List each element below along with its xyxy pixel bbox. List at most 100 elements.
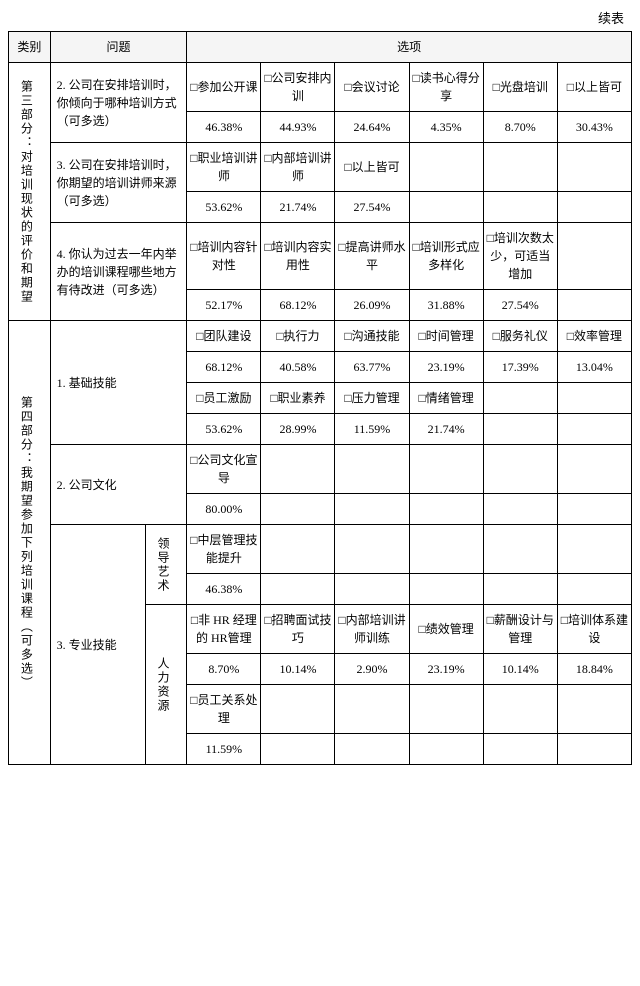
value-cell: 46.38%	[187, 574, 261, 605]
value-cell: 63.77%	[335, 352, 409, 383]
option-cell	[557, 383, 631, 414]
option-cell	[483, 383, 557, 414]
question-cell: 3. 专业技能	[50, 525, 145, 765]
option-cell: □内部培训讲师	[261, 143, 335, 192]
value-cell: 80.00%	[187, 494, 261, 525]
value-cell	[409, 734, 483, 765]
option-cell: □沟通技能	[335, 321, 409, 352]
value-cell	[483, 494, 557, 525]
header-category: 类别	[9, 32, 51, 63]
subgroup-cell: 领导艺术	[145, 525, 187, 605]
option-cell: □薪酬设计与管理	[483, 605, 557, 654]
value-cell: 23.19%	[409, 654, 483, 685]
option-cell	[409, 143, 483, 192]
value-cell: 8.70%	[187, 654, 261, 685]
question-cell: 2. 公司文化	[50, 445, 187, 525]
option-cell: □公司文化宣导	[187, 445, 261, 494]
value-cell	[409, 192, 483, 223]
header-question: 问题	[50, 32, 187, 63]
option-cell: □培训体系建设	[557, 605, 631, 654]
option-cell	[557, 525, 631, 574]
survey-table: 类别 问题 选项 第三部分：对培训现状的评价和期望 2. 公司在安排培训时，你倾…	[8, 31, 632, 765]
value-cell	[409, 494, 483, 525]
option-cell: □培训内容实用性	[261, 223, 335, 290]
option-cell: □培训形式应多样化	[409, 223, 483, 290]
value-cell: 13.04%	[557, 352, 631, 383]
value-cell: 40.58%	[261, 352, 335, 383]
option-cell: □团队建设	[187, 321, 261, 352]
option-cell: □员工关系处理	[187, 685, 261, 734]
option-cell	[483, 525, 557, 574]
option-cell: □招聘面试技巧	[261, 605, 335, 654]
category-cell: 第四部分：我期望参加下列培训课程（可多选）	[9, 321, 51, 765]
value-cell	[557, 192, 631, 223]
option-cell: □职业素养	[261, 383, 335, 414]
value-cell: 30.43%	[557, 112, 631, 143]
option-cell: □培训次数太少，可适当增加	[483, 223, 557, 290]
option-cell	[557, 143, 631, 192]
option-cell: □提高讲师水平	[335, 223, 409, 290]
option-cell: □执行力	[261, 321, 335, 352]
value-cell: 18.84%	[557, 654, 631, 685]
question-cell: 1. 基础技能	[50, 321, 187, 445]
option-cell: □参加公开课	[187, 63, 261, 112]
option-cell: □公司安排内训	[261, 63, 335, 112]
value-cell: 24.64%	[335, 112, 409, 143]
option-cell: □服务礼仪	[483, 321, 557, 352]
category-cell: 第三部分：对培训现状的评价和期望	[9, 63, 51, 321]
option-cell	[409, 445, 483, 494]
option-cell	[261, 445, 335, 494]
value-cell	[557, 414, 631, 445]
value-cell: 26.09%	[335, 290, 409, 321]
value-cell: 11.59%	[335, 414, 409, 445]
value-cell: 52.17%	[187, 290, 261, 321]
value-cell	[557, 494, 631, 525]
value-cell	[483, 192, 557, 223]
value-cell	[557, 290, 631, 321]
option-cell	[335, 445, 409, 494]
option-cell: □压力管理	[335, 383, 409, 414]
table-caption: 续表	[8, 8, 624, 27]
value-cell	[335, 494, 409, 525]
question-cell: 3. 公司在安排培训时，你期望的培训讲师来源（可多选）	[50, 143, 187, 223]
subgroup-cell: 人力资源	[145, 605, 187, 765]
header-options: 选项	[187, 32, 632, 63]
value-cell: 68.12%	[187, 352, 261, 383]
value-cell	[335, 734, 409, 765]
option-cell	[557, 223, 631, 290]
value-cell: 27.54%	[483, 290, 557, 321]
option-cell	[261, 685, 335, 734]
option-cell: □绩效管理	[409, 605, 483, 654]
option-cell	[483, 685, 557, 734]
option-cell: □以上皆可	[557, 63, 631, 112]
value-cell	[557, 734, 631, 765]
option-cell	[557, 685, 631, 734]
option-cell: □内部培训讲师训练	[335, 605, 409, 654]
value-cell	[483, 414, 557, 445]
option-cell	[335, 525, 409, 574]
value-cell: 10.14%	[483, 654, 557, 685]
option-cell	[409, 685, 483, 734]
value-cell: 21.74%	[261, 192, 335, 223]
option-cell: □会议讨论	[335, 63, 409, 112]
value-cell: 4.35%	[409, 112, 483, 143]
value-cell	[261, 574, 335, 605]
value-cell	[557, 574, 631, 605]
value-cell: 28.99%	[261, 414, 335, 445]
value-cell	[335, 574, 409, 605]
value-cell: 68.12%	[261, 290, 335, 321]
value-cell: 27.54%	[335, 192, 409, 223]
value-cell: 31.88%	[409, 290, 483, 321]
value-cell: 53.62%	[187, 414, 261, 445]
value-cell: 44.93%	[261, 112, 335, 143]
value-cell: 21.74%	[409, 414, 483, 445]
option-cell: □效率管理	[557, 321, 631, 352]
value-cell: 11.59%	[187, 734, 261, 765]
value-cell: 46.38%	[187, 112, 261, 143]
option-cell: □读书心得分享	[409, 63, 483, 112]
option-cell	[409, 525, 483, 574]
option-cell: □光盘培训	[483, 63, 557, 112]
option-cell	[557, 445, 631, 494]
option-cell: □非 HR 经理的 HR管理	[187, 605, 261, 654]
option-cell	[335, 685, 409, 734]
